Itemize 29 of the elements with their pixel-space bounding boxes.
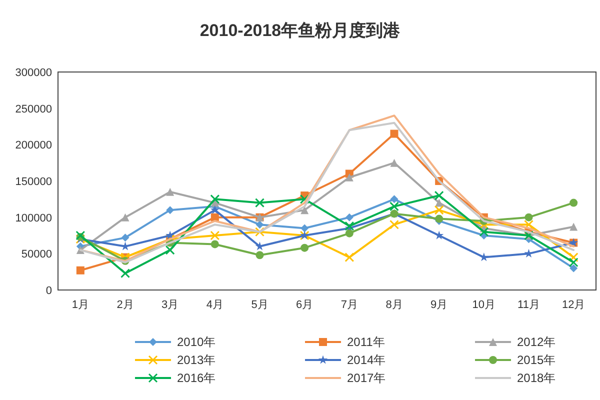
x-tick-label: 9月 [430,299,448,311]
x-tick-label: 10月 [472,299,496,311]
legend-label: 2013年 [177,353,216,367]
x-tick-label: 8月 [386,299,403,311]
legend-label: 2018年 [517,371,556,385]
x-tick-label: 6月 [296,299,314,311]
legend-label: 2014年 [347,353,386,367]
legend-label: 2017年 [347,371,386,385]
x-tick-label: 11月 [518,299,540,311]
x-tick-label: 12月 [562,299,586,311]
y-tick-label: 150000 [15,176,52,188]
legend-label: 2011年 [347,335,385,349]
legend-label: 2015年 [517,353,556,367]
legend-label: 2010年 [177,335,216,349]
y-tick-label: 50000 [21,248,52,261]
x-tick-label: 4月 [206,299,224,311]
chart-title: 2010-2018年鱼粉月度到港 [200,21,402,40]
y-tick-label: 200000 [15,140,52,152]
x-tick-label: 2月 [116,299,134,311]
x-tick-label: 3月 [162,299,179,311]
x-tick-label: 7月 [340,299,358,311]
x-tick-label: 5月 [251,299,268,311]
legend-label: 2016年 [177,371,216,385]
y-tick-label: 300000 [15,67,52,79]
y-tick-label: 0 [46,285,52,297]
x-tick-label: 1月 [72,299,89,311]
legend-label: 2012年 [517,335,556,349]
y-tick-label: 100000 [15,212,52,224]
y-tick-label: 250000 [15,103,52,116]
